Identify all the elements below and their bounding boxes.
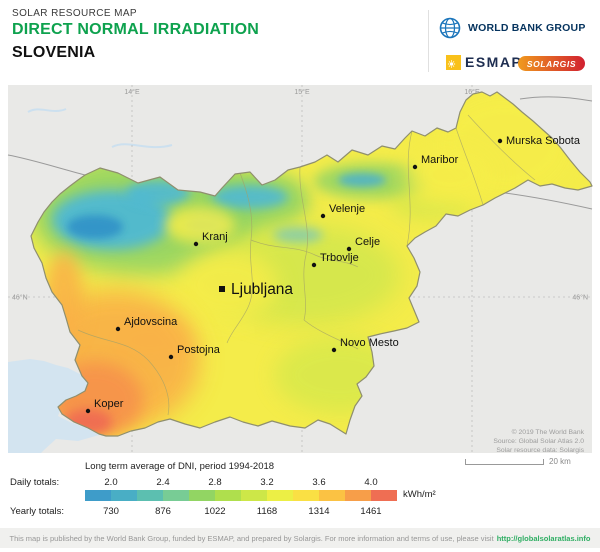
city-marker xyxy=(168,354,174,360)
legend-value: 3.2 xyxy=(260,477,274,488)
city-marker xyxy=(331,347,337,353)
esmap-label: ESMAP xyxy=(465,54,523,70)
legend-color-cell xyxy=(371,490,397,501)
graticule-label: 16°E xyxy=(464,88,480,96)
neighbor-borders xyxy=(7,96,593,210)
city-label: Ajdovscina xyxy=(124,316,178,328)
legend-value: 4.0 xyxy=(364,477,378,488)
city-marker xyxy=(346,246,352,252)
legend-color-cell xyxy=(345,490,371,501)
graticule-label: 14°E xyxy=(124,88,140,96)
legend-unit: kWh/m² xyxy=(403,489,436,500)
legend-value: 1461 xyxy=(360,506,382,517)
city-marker xyxy=(320,213,326,219)
scale-bar xyxy=(465,459,544,465)
graticule-label: 46°N xyxy=(572,294,588,302)
scale-label: 20 km xyxy=(549,457,571,466)
legend-color-cell xyxy=(319,490,345,501)
header-divider xyxy=(428,10,429,72)
legend-color-cell xyxy=(137,490,163,501)
footer-text: This map is published by the World Bank … xyxy=(9,533,494,543)
sea xyxy=(8,359,99,453)
city-marker xyxy=(85,408,91,414)
city-label: Trbovlje xyxy=(320,252,359,264)
legend-value: 2.8 xyxy=(208,477,222,488)
city-label: Maribor xyxy=(421,154,459,166)
credit-line: Source: Global Solar Atlas 2.0 xyxy=(493,438,584,446)
city-label: Koper xyxy=(94,398,124,410)
esmap-sun-icon xyxy=(446,54,461,70)
world-bank-logo: WORLD BANK GROUP xyxy=(438,16,586,40)
city-marker xyxy=(497,138,503,144)
legend-daily-label: Daily totals: xyxy=(10,477,60,488)
legend-color-cell xyxy=(85,490,111,501)
legend-value: 730 xyxy=(103,506,119,517)
credit-line: Solar resource data: Solargis xyxy=(496,447,584,455)
graticule-label: 15°E xyxy=(294,88,310,96)
legend-value: 2.4 xyxy=(156,477,170,488)
city-label: Kranj xyxy=(202,231,228,243)
slovenia-outline xyxy=(30,91,593,437)
solargis-label: SOLARGIS xyxy=(526,58,577,69)
footer-link[interactable]: http://globalsolaratlas.info xyxy=(496,533,591,543)
legend-color-cell xyxy=(241,490,267,501)
legend-color-cell xyxy=(163,490,189,501)
legend-value: 1314 xyxy=(308,506,330,517)
world-bank-globe-icon xyxy=(439,17,461,39)
legend-color-bar xyxy=(85,490,397,501)
map-credits: © 2019 The World Bank Source: Global Sol… xyxy=(493,428,584,456)
legend-color-cell xyxy=(111,490,137,501)
legend-title: Long term average of DNI, period 1994-20… xyxy=(85,461,275,472)
graticule-label: 46°N xyxy=(12,294,28,302)
map-svg: 14°E 15°E 16°E 46°N 46°N xyxy=(7,85,593,453)
country-title: SLOVENIA xyxy=(12,44,96,61)
city-label: Ljubljana xyxy=(231,281,293,298)
city-marker xyxy=(193,241,199,247)
city-layer: Murska Sobota Maribor Velenje Celje Kranj Trb… xyxy=(85,135,581,414)
legend-color-cell xyxy=(215,490,241,501)
legend-yearly-values: 730 876 1022 1168 1314 1461 xyxy=(85,506,397,517)
legend-color-cell xyxy=(293,490,319,501)
city-marker xyxy=(412,164,418,170)
legend-value: 1168 xyxy=(256,506,278,517)
legend-value: 2.0 xyxy=(104,477,118,488)
solargis-logo: SOLARGIS xyxy=(518,56,585,71)
eyebrow-label: SOLAR RESOURCE MAP xyxy=(12,8,138,19)
capital-marker xyxy=(219,286,225,292)
city-label: Celje xyxy=(355,236,380,248)
esmap-logo: ESMAP xyxy=(446,54,522,70)
city-label: Velenje xyxy=(329,203,365,215)
legend-color-cell xyxy=(267,490,293,501)
credit-line: © 2019 The World Bank xyxy=(511,429,584,436)
city-label: Murska Sobota xyxy=(506,135,581,147)
map-area: 14°E 15°E 16°E 46°N 46°N xyxy=(0,85,600,453)
legend-value: 1022 xyxy=(204,506,226,517)
legend-value: 3.6 xyxy=(312,477,326,488)
legend-value: 876 xyxy=(155,506,171,517)
page-title: DIRECT NORMAL IRRADIATION xyxy=(12,21,260,38)
city-marker xyxy=(115,326,121,332)
city-marker xyxy=(311,262,317,268)
city-label: Novo Mesto xyxy=(340,337,399,349)
region-boundaries xyxy=(77,114,536,416)
world-bank-label: WORLD BANK GROUP xyxy=(468,22,586,34)
legend-yearly-label: Yearly totals: xyxy=(10,506,65,517)
footer-bar: This map is published by the World Bank … xyxy=(0,528,600,548)
city-label: Postojna xyxy=(177,344,221,356)
legend-color-cell xyxy=(189,490,215,501)
legend-daily-values: 2.0 2.4 2.8 3.2 3.6 4.0 xyxy=(85,477,397,488)
